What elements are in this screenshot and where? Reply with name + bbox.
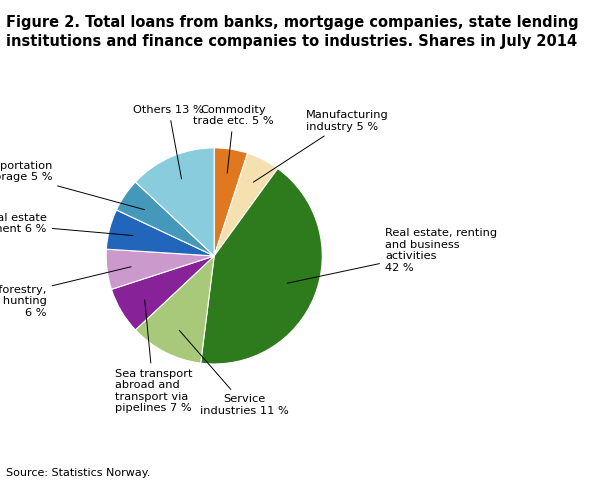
Wedge shape xyxy=(112,256,214,330)
Text: Manufacturing
industry 5 %: Manufacturing industry 5 % xyxy=(253,110,389,182)
Text: Real estate
development 6 %: Real estate development 6 % xyxy=(0,213,133,236)
Text: Sea transport
abroad and
transport via
pipelines 7 %: Sea transport abroad and transport via p… xyxy=(115,300,192,413)
Text: Agriculture, forestry,
fishing and hunting
6 %: Agriculture, forestry, fishing and hunti… xyxy=(0,267,131,318)
Wedge shape xyxy=(135,256,214,363)
Wedge shape xyxy=(214,153,278,256)
Wedge shape xyxy=(106,210,214,256)
Text: Figure 2. Total loans from banks, mortgage companies, state lending
institutions: Figure 2. Total loans from banks, mortga… xyxy=(6,15,579,49)
Text: Source: Statistics Norway.: Source: Statistics Norway. xyxy=(6,468,151,478)
Text: Commodity
trade etc. 5 %: Commodity trade etc. 5 % xyxy=(193,104,274,173)
Wedge shape xyxy=(214,148,248,256)
Wedge shape xyxy=(201,168,322,364)
Text: Transportation
and storage 5 %: Transportation and storage 5 % xyxy=(0,161,145,210)
Wedge shape xyxy=(117,182,214,256)
Text: Real estate, renting
and business
activities
42 %: Real estate, renting and business activi… xyxy=(287,228,497,283)
Text: Others 13 %: Others 13 % xyxy=(134,105,204,179)
Text: Service
industries 11 %: Service industries 11 % xyxy=(179,330,289,416)
Wedge shape xyxy=(106,249,214,289)
Wedge shape xyxy=(135,148,214,256)
